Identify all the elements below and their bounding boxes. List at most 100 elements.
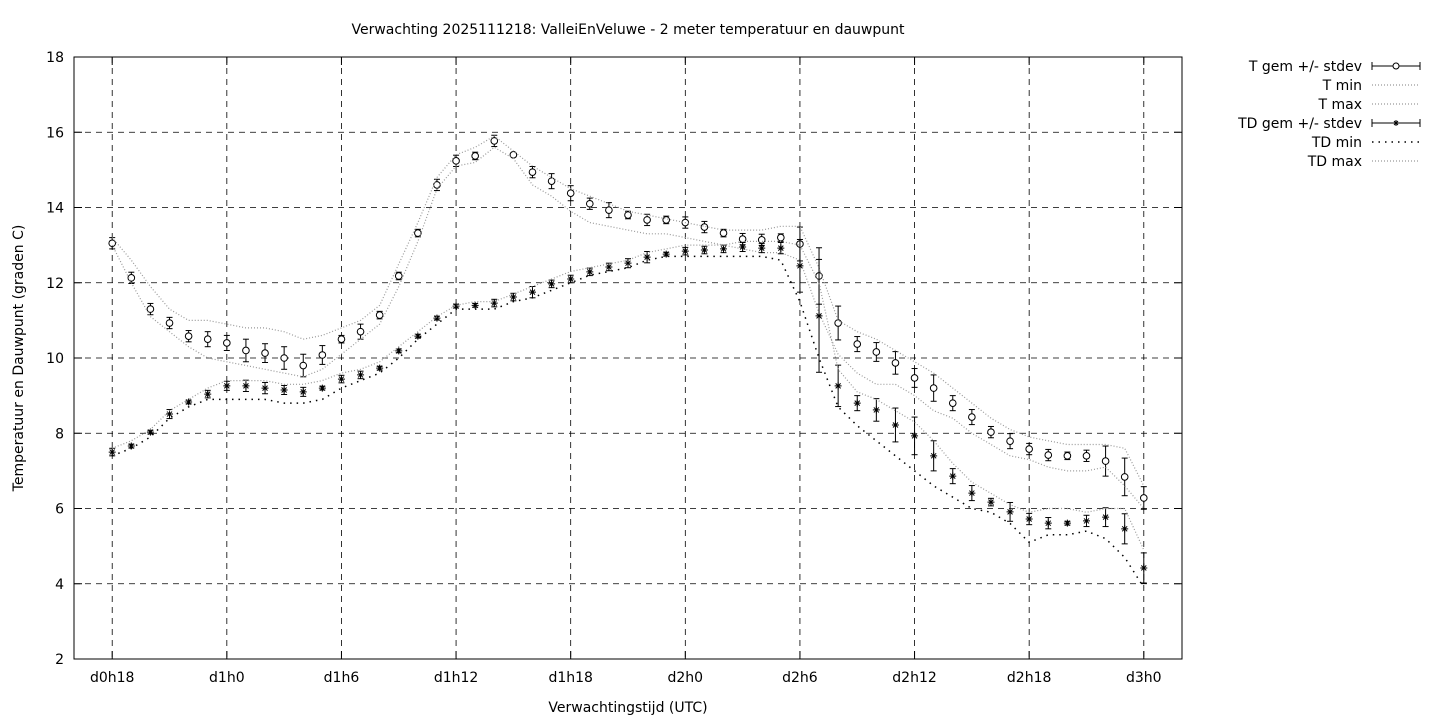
data-point [376,364,384,372]
data-point [891,351,900,375]
marker-star [242,382,250,390]
legend-label: T max [1317,97,1362,113]
x-tick-label: d2h0 [668,670,704,686]
marker-star [1006,508,1014,516]
data-point [643,213,651,227]
data-point [528,165,537,179]
marker-circle [585,199,594,208]
series-line-td-max [111,240,1145,551]
marker-star [662,250,670,258]
marker-circle [471,152,479,160]
data-point [414,332,422,340]
marker-star [490,299,498,307]
data-point [1063,519,1071,527]
y-tick-label: 18 [46,50,64,66]
marker-circle [394,272,403,280]
data-point [108,237,117,250]
data-point [1006,501,1014,522]
data-point [337,374,345,384]
data-point [796,238,804,293]
data-point [585,197,594,210]
marker-star [146,428,154,436]
data-point [452,302,460,310]
series-line-t-max [111,135,1145,487]
marker-circle [1139,494,1148,502]
marker-star [777,244,785,252]
data-point [184,330,193,343]
marker-circle [1006,437,1014,445]
marker-star [700,246,708,254]
marker-star [261,384,269,392]
marker-star [166,410,174,418]
marker-circle [910,374,919,382]
x-tick-label: d1h0 [209,670,245,686]
x-tick-label: d1h12 [434,670,478,686]
data-point [968,485,976,502]
data-point [299,353,308,378]
data-point [280,346,288,370]
marker-circle [834,319,842,327]
data-point [242,379,250,392]
data-point [643,251,651,264]
marker-circle [165,319,174,327]
data-point [1082,449,1091,462]
marker-circle [662,216,671,224]
data-point [777,241,785,255]
data-point [433,314,441,322]
data-point [720,244,728,254]
data-point [471,301,479,309]
marker-star [299,388,307,396]
marker-circle [757,236,766,244]
data-point [356,323,365,340]
data-point [204,389,212,399]
marker-circle [337,335,346,343]
legend-marker-star [1393,120,1399,126]
marker-circle [318,351,327,359]
data-point [1140,552,1148,584]
data-point [548,279,556,289]
marker-star [376,364,384,372]
marker-star [395,347,403,355]
marker-circle [1044,451,1053,459]
data-point [1044,448,1053,462]
data-point [987,497,995,507]
data-point [490,298,498,308]
data-point [471,151,479,161]
marker-circle [108,239,117,248]
data-point [681,246,689,256]
data-point [1006,433,1014,450]
x-tick-label: d1h18 [548,670,592,686]
data-point [853,336,862,353]
data-point [203,331,212,348]
data-point [1082,514,1090,528]
marker-star [911,432,919,440]
x-tick-label: d2h18 [1007,670,1051,686]
data-point [185,398,193,406]
marker-star [1063,519,1071,527]
legend-label: T gem +/- stdev [1248,59,1362,75]
marker-star [471,301,479,309]
data-point [739,241,747,253]
marker-star [930,452,938,460]
y-axis-label: Temperatuur en Dauwpunt (graden C) [11,225,27,493]
data-point [395,347,403,355]
data-point [834,364,842,408]
data-point [261,381,269,395]
data-point [299,386,307,397]
marker-star [548,280,556,288]
marker-circle [700,223,709,231]
marker-star [127,442,135,450]
marker-circle [719,229,728,237]
data-point [318,384,326,392]
y-tick-label: 8 [55,426,64,442]
data-point [700,220,709,234]
data-point [853,395,861,412]
data-point [662,215,671,225]
marker-circle [605,206,613,214]
marker-star [815,312,823,320]
data-point [414,228,422,238]
data-point [930,440,938,472]
x-tick-label: d2h6 [782,670,818,686]
marker-circle [299,361,308,370]
